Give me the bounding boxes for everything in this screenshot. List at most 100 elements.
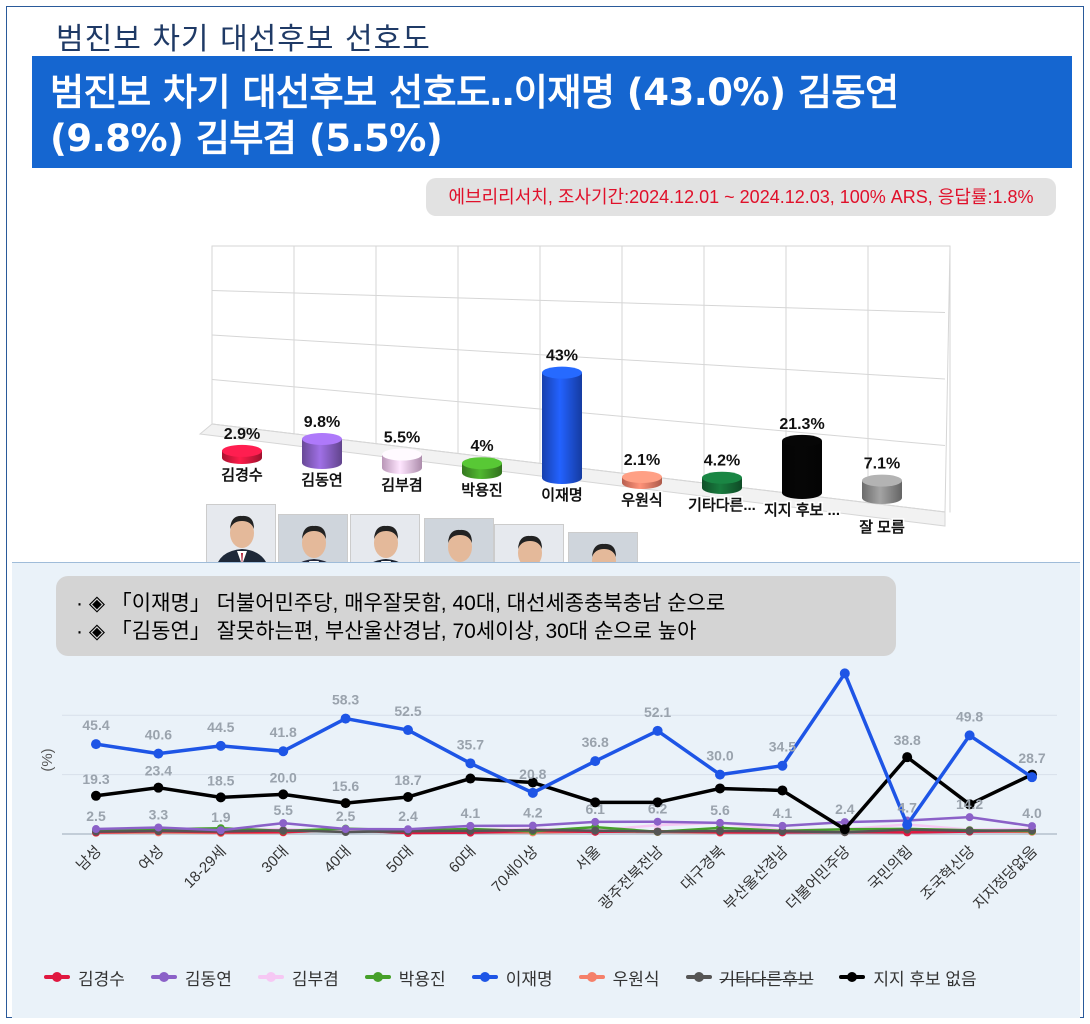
data-point xyxy=(777,760,788,771)
data-point xyxy=(341,825,350,834)
bar-value-label: 2.9% xyxy=(224,426,260,443)
data-label: 1.9 xyxy=(211,809,231,825)
bar-body xyxy=(542,372,582,484)
data-point xyxy=(215,740,226,751)
data-point xyxy=(404,825,412,834)
data-label: 52.5 xyxy=(394,703,421,719)
x-tick-label: 국민의힘 xyxy=(865,843,916,894)
data-label: 20.0 xyxy=(270,769,297,785)
data-point xyxy=(653,817,662,826)
series-8 xyxy=(91,752,1037,835)
data-point xyxy=(591,826,600,835)
data-point xyxy=(528,821,537,830)
data-label: 4.0 xyxy=(1022,805,1042,821)
data-label: 40.6 xyxy=(145,727,172,743)
legend-label: 박용진 xyxy=(398,969,446,989)
legend-swatch xyxy=(471,972,498,982)
data-point xyxy=(965,826,974,835)
data-point xyxy=(403,725,413,736)
summary-line-1: · ◈ 「이재명」 더불어민주당, 매우잘못함, 40대, 대선세종충북충남 순… xyxy=(76,592,726,615)
series-7 xyxy=(92,825,1036,837)
data-point xyxy=(91,790,101,801)
bar-value-label: 43% xyxy=(546,348,578,365)
x-tick-label: 18-29세 xyxy=(181,843,230,892)
legend-swatch xyxy=(685,972,712,982)
data-point xyxy=(153,782,164,793)
data-point xyxy=(91,739,101,750)
survey-source-label: 에브리리서치, 조사기간:2024.12.01 ~ 2024.12.03, 10… xyxy=(426,178,1056,216)
data-label: 14.2 xyxy=(956,796,983,812)
bar-body xyxy=(782,440,822,499)
x-tick-label: 40대 xyxy=(321,843,355,877)
x-tick-label: 광주전북전남 xyxy=(596,843,667,914)
bar-6: 2.1% 우원식 xyxy=(620,452,664,511)
bar-category-label: 박용진 xyxy=(461,482,502,499)
legend-label: 우원식 xyxy=(612,969,660,989)
bar-chart: 2.9% 김경수 9.8% 김동연 5.5% 김부겸 4% 박용진 43% 이재명 2.1% 우원식 4… xyxy=(198,245,951,538)
bar-5: 43% 이재명 xyxy=(540,348,584,506)
data-labels-2: 19.3 23.4 18.5 20.0 15.6 18.7 38.8 xyxy=(82,732,921,794)
bar-top xyxy=(302,432,342,445)
legend-swatch xyxy=(44,972,70,982)
data-label: 19.3 xyxy=(82,771,109,787)
headline-line-2: (9.8%) 김부겸 (5.5%) xyxy=(50,117,443,160)
data-label: 41.8 xyxy=(270,724,297,740)
bar-value-label: 21.3% xyxy=(779,416,824,433)
data-point xyxy=(153,748,164,759)
data-label: 2.4 xyxy=(398,808,418,824)
data-point xyxy=(465,758,476,769)
data-point xyxy=(652,797,663,808)
bar-1: 2.9% 김경수 xyxy=(220,426,265,486)
data-point xyxy=(465,773,476,784)
x-tick-label: 더불어민주당 xyxy=(783,843,854,914)
bar-4: 4% 박용진 xyxy=(460,438,504,500)
data-label: 5.5 xyxy=(273,802,293,818)
x-tick-label: 지지정당없음 xyxy=(970,843,1041,914)
legend-item: 이재명 xyxy=(471,965,553,990)
x-tick-label: 남성 xyxy=(73,843,105,875)
y-axis-label: (%) xyxy=(39,748,56,771)
data-point xyxy=(340,798,351,809)
bar-category-label: 김부겸 xyxy=(381,476,422,494)
legend-label: 기타다른후보 xyxy=(719,969,814,989)
data-label: 2.4 xyxy=(835,801,855,817)
bar-top xyxy=(542,366,582,379)
data-label: 5.6 xyxy=(710,802,730,818)
data-label: 36.8 xyxy=(582,734,609,750)
data-point xyxy=(716,818,724,827)
data-label: 30.0 xyxy=(706,748,733,764)
data-point xyxy=(278,789,289,800)
legend-swatch xyxy=(364,972,391,982)
data-point xyxy=(902,752,913,763)
data-point xyxy=(839,824,850,835)
summary-line-2: · ◈ 「김동연」 잘못하는편, 부산울산경남, 70세이상, 30대 순으로 … xyxy=(76,620,697,643)
data-point xyxy=(965,813,974,822)
data-point xyxy=(279,826,288,835)
data-label: 2.5 xyxy=(86,808,106,824)
data-label: 81.1 xyxy=(831,660,858,662)
legend-item: 김동연 xyxy=(150,965,232,990)
data-point xyxy=(778,821,787,830)
bar-category-label: 김동연 xyxy=(301,471,342,489)
page-title: 범진보 차기 대선후보 선호도 xyxy=(56,22,431,57)
data-point xyxy=(715,783,725,794)
data-point xyxy=(1027,772,1037,783)
data-point xyxy=(964,799,975,810)
bar-category-label: 기타다른... xyxy=(688,497,756,514)
bar-top xyxy=(222,444,262,457)
x-tick-label: 서울 xyxy=(572,843,604,875)
bar-value-label: 9.8% xyxy=(304,414,340,431)
data-label: 2.5 xyxy=(336,808,356,824)
bar-category-label: 김경수 xyxy=(221,466,263,484)
series-line xyxy=(95,755,1033,831)
bar-value-label: 4% xyxy=(470,438,493,455)
x-tick-label: 부산울산경남 xyxy=(721,843,792,914)
data-point xyxy=(154,823,163,832)
headline-banner: 범진보 차기 대선후보 선호도‥이재명 (43.0%) 김동연 (9.8%) 김… xyxy=(32,56,1072,168)
bar-chart-gridline xyxy=(211,334,946,380)
data-point xyxy=(653,827,662,836)
data-point xyxy=(715,769,725,780)
headline-line-1: 범진보 차기 대선후보 선호도‥이재명 (43.0%) 김동연 xyxy=(50,71,899,114)
data-point xyxy=(92,825,100,834)
